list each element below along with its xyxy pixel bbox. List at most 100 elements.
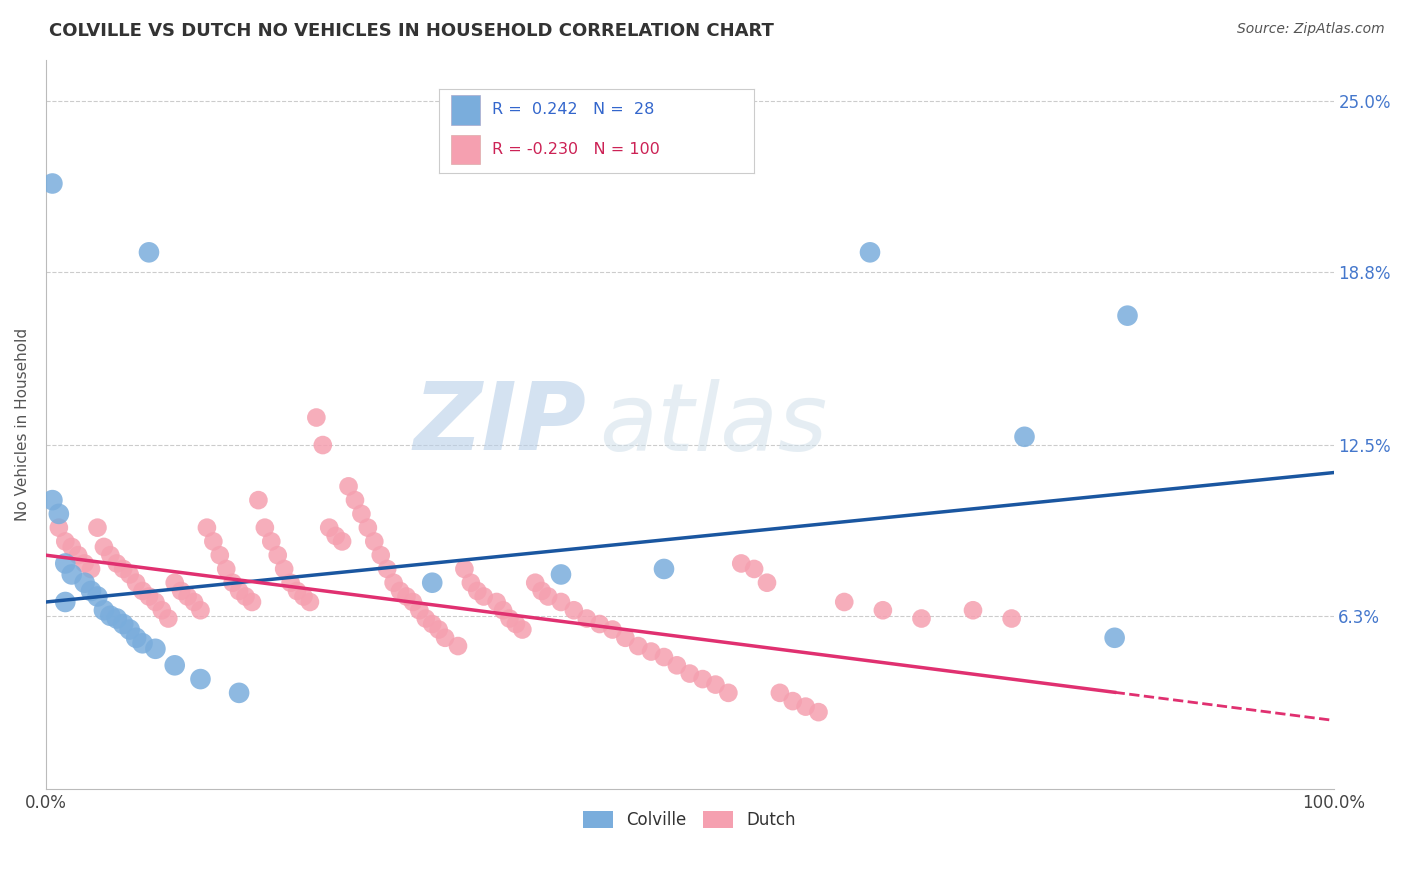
Point bbox=[145, 641, 167, 656]
Point bbox=[910, 611, 932, 625]
Point bbox=[492, 603, 515, 617]
Point bbox=[447, 639, 470, 653]
Point bbox=[105, 557, 128, 571]
Text: Source: ZipAtlas.com: Source: ZipAtlas.com bbox=[1237, 22, 1385, 37]
Point bbox=[415, 611, 437, 625]
Point bbox=[131, 636, 153, 650]
Legend: Colville, Dutch: Colville, Dutch bbox=[576, 804, 803, 836]
Point bbox=[562, 603, 585, 617]
Text: COLVILLE VS DUTCH NO VEHICLES IN HOUSEHOLD CORRELATION CHART: COLVILLE VS DUTCH NO VEHICLES IN HOUSEHO… bbox=[49, 22, 775, 40]
Point bbox=[1104, 631, 1126, 645]
Point bbox=[131, 584, 153, 599]
Point bbox=[375, 562, 398, 576]
Point bbox=[318, 521, 340, 535]
Point bbox=[53, 534, 76, 549]
Point bbox=[48, 521, 70, 535]
Point bbox=[247, 493, 270, 508]
Point bbox=[498, 611, 520, 625]
Point bbox=[215, 562, 238, 576]
Point bbox=[48, 507, 70, 521]
Point bbox=[208, 548, 231, 562]
Point bbox=[627, 639, 650, 653]
Point bbox=[756, 575, 779, 590]
Point bbox=[704, 677, 727, 691]
Point bbox=[794, 699, 817, 714]
Point bbox=[305, 410, 328, 425]
Point bbox=[505, 617, 527, 632]
Point bbox=[665, 658, 688, 673]
Point bbox=[195, 521, 218, 535]
Point bbox=[524, 575, 547, 590]
Point bbox=[138, 245, 160, 260]
Point bbox=[267, 548, 290, 562]
Point bbox=[280, 575, 302, 590]
Point bbox=[614, 631, 637, 645]
Point bbox=[389, 584, 412, 599]
Point bbox=[692, 672, 714, 686]
Point bbox=[427, 623, 450, 637]
Point bbox=[73, 557, 96, 571]
Point bbox=[472, 590, 495, 604]
Point bbox=[228, 686, 250, 700]
Point bbox=[782, 694, 804, 708]
Point bbox=[602, 623, 624, 637]
Y-axis label: No Vehicles in Household: No Vehicles in Household bbox=[15, 328, 30, 521]
Point bbox=[962, 603, 984, 617]
Point bbox=[717, 686, 740, 700]
Text: atlas: atlas bbox=[599, 379, 828, 470]
Point bbox=[434, 631, 457, 645]
Point bbox=[460, 575, 482, 590]
Point bbox=[273, 562, 295, 576]
Point bbox=[530, 584, 553, 599]
Point bbox=[408, 603, 430, 617]
Point bbox=[330, 534, 353, 549]
Point bbox=[202, 534, 225, 549]
Point bbox=[363, 534, 385, 549]
Text: ZIP: ZIP bbox=[413, 378, 586, 470]
Point bbox=[298, 595, 321, 609]
Point bbox=[235, 590, 257, 604]
Point bbox=[1001, 611, 1024, 625]
Point bbox=[640, 644, 662, 658]
Point bbox=[145, 595, 167, 609]
Point bbox=[93, 540, 115, 554]
Point bbox=[253, 521, 276, 535]
Point bbox=[80, 584, 103, 599]
Point bbox=[420, 575, 443, 590]
Point bbox=[221, 575, 243, 590]
Point bbox=[60, 540, 83, 554]
Point bbox=[41, 493, 63, 508]
Point bbox=[183, 595, 205, 609]
Point bbox=[118, 623, 141, 637]
Point bbox=[163, 658, 186, 673]
Point bbox=[465, 584, 488, 599]
Point bbox=[312, 438, 335, 452]
Point bbox=[138, 590, 160, 604]
Point bbox=[93, 603, 115, 617]
Point bbox=[679, 666, 702, 681]
Point bbox=[240, 595, 263, 609]
Point bbox=[53, 557, 76, 571]
Point bbox=[98, 608, 121, 623]
Point bbox=[157, 611, 180, 625]
Point bbox=[190, 603, 212, 617]
Point bbox=[105, 611, 128, 625]
Point bbox=[112, 562, 135, 576]
Point bbox=[769, 686, 792, 700]
Point bbox=[86, 590, 108, 604]
Point bbox=[73, 575, 96, 590]
Point bbox=[337, 479, 360, 493]
Point bbox=[652, 562, 675, 576]
Point bbox=[1116, 309, 1139, 323]
Point bbox=[832, 595, 855, 609]
Point bbox=[807, 705, 830, 719]
Point bbox=[190, 672, 212, 686]
Point bbox=[163, 575, 186, 590]
Point bbox=[382, 575, 405, 590]
Point bbox=[150, 603, 173, 617]
Point bbox=[325, 529, 347, 543]
Point bbox=[80, 562, 103, 576]
Point bbox=[176, 590, 198, 604]
Point bbox=[125, 575, 148, 590]
Point bbox=[53, 595, 76, 609]
